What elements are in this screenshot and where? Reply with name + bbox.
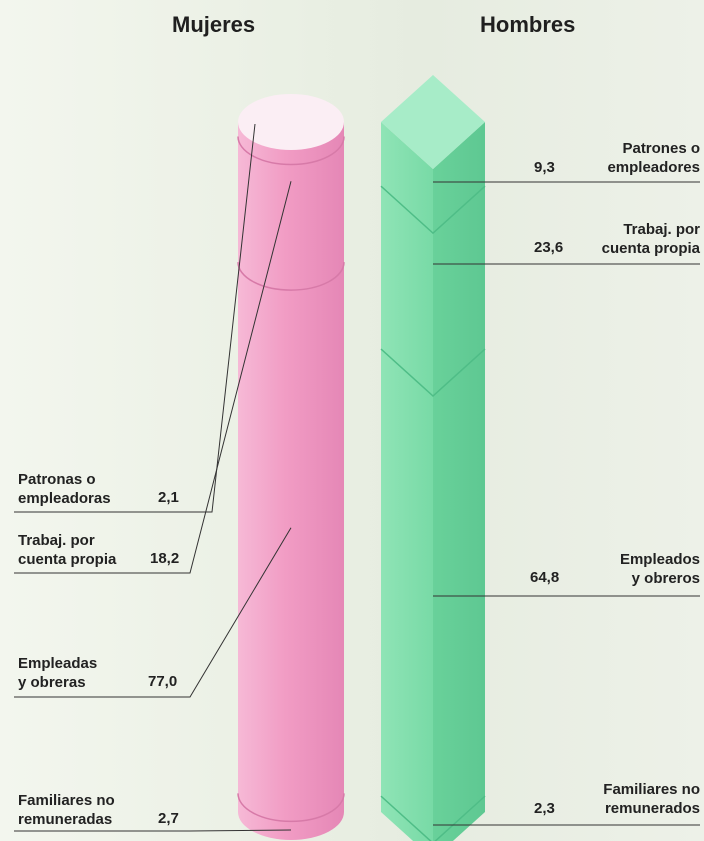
hombres-header: Hombres <box>480 12 576 37</box>
mujeres-bar-body <box>238 122 344 840</box>
mujeres-leader-4 <box>14 829 292 832</box>
hombres-segment-1-boundary <box>380 185 486 235</box>
m-seg4-label-line2: remuneradas <box>18 811 113 828</box>
mujeres-leader-3 <box>14 527 292 698</box>
m-seg2-label-line1: Trabaj. por <box>18 532 95 549</box>
h-seg1-label-line1: Patrones o <box>622 140 700 157</box>
h-seg2-label-line1: Trabaj. por <box>623 221 700 238</box>
h-seg4-label: Familiares no remunerados <box>603 780 700 818</box>
mujeres-segment-1-boundary <box>237 136 345 166</box>
h-seg1-label-line2: empleadores <box>607 159 700 176</box>
mujeres-header: Mujeres <box>172 12 256 37</box>
mujeres-segment-2-boundary <box>237 262 345 291</box>
m-seg3-label: Empleadas y obreras <box>18 654 97 692</box>
h-seg2-label-line2: cuenta propia <box>601 240 700 257</box>
m-seg2-label: Trabaj. por cuenta propia <box>18 531 116 569</box>
h-seg1-value: 9,3 <box>534 159 555 176</box>
mujeres-leader-1 <box>14 123 256 513</box>
h-seg1-label: Patrones o empleadores <box>607 139 700 177</box>
m-seg4-value: 2,7 <box>158 810 179 827</box>
mujeres-leader-2 <box>14 181 292 574</box>
h-seg4-value: 2,3 <box>534 800 555 817</box>
mujeres-segment-3-boundary <box>237 793 345 823</box>
m-seg4-label: Familiares no remuneradas <box>18 791 115 829</box>
m-seg3-value: 77,0 <box>148 673 178 690</box>
h-seg4-label-line1: Familiares no <box>603 781 700 798</box>
h-seg2-value: 23,6 <box>534 239 564 256</box>
hombres-bar-left-face <box>381 122 433 841</box>
m-seg2-label-line2: cuenta propia <box>18 551 117 568</box>
h-seg3-label: Empleados y obreros <box>620 550 700 588</box>
m-seg1-label: Patronas o empleadoras <box>18 470 111 508</box>
m-seg3-label-line1: Empleadas <box>18 655 98 672</box>
h-seg4-label-line2: remunerados <box>604 800 700 817</box>
hombres-bar-right-face <box>433 122 485 841</box>
m-seg1-label-line2: empleadoras <box>18 490 111 507</box>
m-seg4-label-line1: Familiares no <box>18 792 115 809</box>
mujeres-bar-top <box>238 94 344 150</box>
h-seg3-value: 64,8 <box>530 569 560 586</box>
m-seg1-value: 2,1 <box>158 489 179 506</box>
m-seg1-label-line1: Patronas o <box>18 471 96 488</box>
h-seg3-label-line1: Empleados <box>619 551 700 568</box>
m-seg2-value: 18,2 <box>150 550 180 567</box>
h-seg2-label: Trabaj. por cuenta propia <box>602 220 700 258</box>
h-seg3-label-line2: y obreros <box>631 570 700 587</box>
hombres-segment-2-boundary <box>380 348 486 398</box>
hombres-segment-3-boundary <box>380 795 486 841</box>
hombres-bar-top <box>381 75 485 169</box>
m-seg3-label-line2: y obreras <box>18 674 86 691</box>
